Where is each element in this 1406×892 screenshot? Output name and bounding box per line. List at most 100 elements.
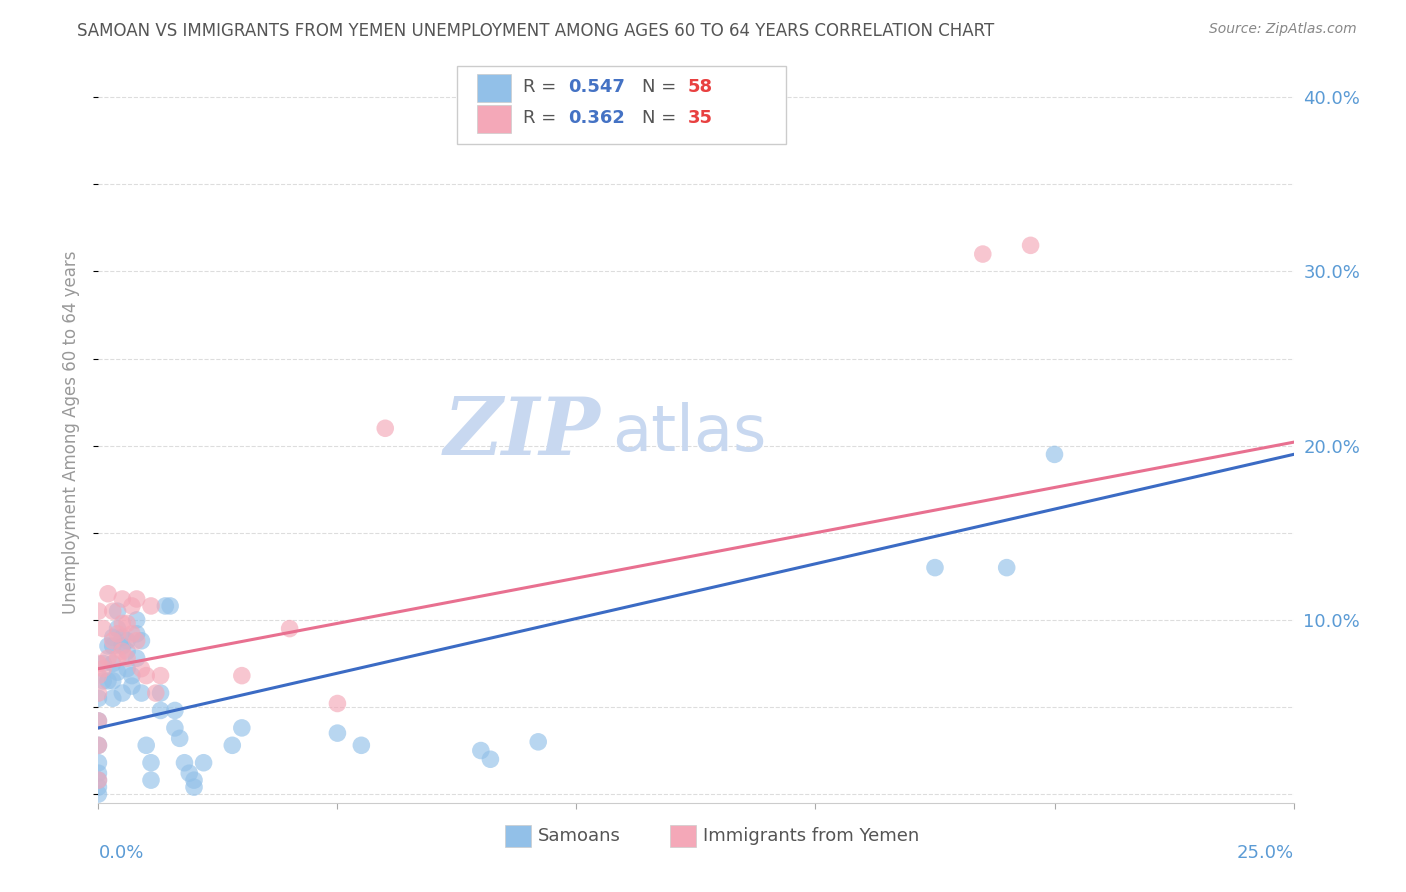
Point <box>149 703 172 717</box>
Point <box>91 662 114 676</box>
Point <box>125 592 148 607</box>
Point <box>972 247 994 261</box>
Text: 0.0%: 0.0% <box>98 844 143 862</box>
Text: 25.0%: 25.0% <box>1236 844 1294 862</box>
Point <box>107 604 129 618</box>
Point <box>87 739 110 753</box>
Point <box>111 592 134 607</box>
Text: 35: 35 <box>688 109 713 127</box>
Point <box>479 752 502 766</box>
Point <box>278 622 301 636</box>
Text: N =: N = <box>643 109 682 127</box>
Point <box>125 627 148 641</box>
Text: Source: ZipAtlas.com: Source: ZipAtlas.com <box>1209 22 1357 37</box>
Point <box>107 651 129 665</box>
Point <box>183 773 205 788</box>
Point <box>101 691 124 706</box>
Point <box>169 731 191 746</box>
Point <box>87 766 110 780</box>
Point <box>111 686 134 700</box>
Text: R =: R = <box>523 109 561 127</box>
Point <box>101 604 124 618</box>
Point <box>149 686 172 700</box>
Point <box>131 662 153 676</box>
Point <box>374 421 396 435</box>
Point <box>125 651 148 665</box>
Point <box>87 668 110 682</box>
Point <box>1043 447 1066 461</box>
Point <box>87 773 110 788</box>
Text: atlas: atlas <box>613 401 766 464</box>
FancyBboxPatch shape <box>669 825 696 847</box>
Point <box>107 622 129 636</box>
Point <box>149 668 172 682</box>
Point <box>173 756 195 770</box>
Point <box>193 756 215 770</box>
Point <box>121 679 143 693</box>
Point <box>87 780 110 794</box>
Point <box>139 756 162 770</box>
Point <box>527 735 550 749</box>
Point <box>91 673 114 688</box>
Point <box>87 691 110 706</box>
Point <box>97 587 120 601</box>
Point <box>135 739 157 753</box>
Point <box>115 662 138 676</box>
Point <box>179 766 201 780</box>
FancyBboxPatch shape <box>477 104 510 133</box>
Point <box>101 673 124 688</box>
Point <box>111 639 134 653</box>
FancyBboxPatch shape <box>505 825 531 847</box>
Point <box>87 657 110 671</box>
Point <box>107 665 129 680</box>
Point <box>1019 238 1042 252</box>
Text: 0.547: 0.547 <box>568 78 626 95</box>
Point <box>163 721 186 735</box>
Point <box>139 599 162 613</box>
Point <box>159 599 181 613</box>
Point <box>87 787 110 801</box>
Point <box>121 627 143 641</box>
Point <box>101 633 124 648</box>
Point <box>97 651 120 665</box>
Point <box>183 780 205 794</box>
Text: SAMOAN VS IMMIGRANTS FROM YEMEN UNEMPLOYMENT AMONG AGES 60 TO 64 YEARS CORRELATI: SAMOAN VS IMMIGRANTS FROM YEMEN UNEMPLOY… <box>77 22 994 40</box>
Point <box>97 639 120 653</box>
Point <box>121 668 143 682</box>
Point <box>121 599 143 613</box>
Point <box>470 743 492 757</box>
Point <box>145 686 167 700</box>
Text: Samoans: Samoans <box>538 827 621 845</box>
Point <box>131 686 153 700</box>
Point <box>111 616 134 631</box>
FancyBboxPatch shape <box>457 66 786 144</box>
Point <box>326 697 349 711</box>
Point <box>135 668 157 682</box>
Point <box>87 604 110 618</box>
Point <box>115 633 138 648</box>
Point <box>924 560 946 574</box>
Point <box>125 633 148 648</box>
Point <box>115 651 138 665</box>
Point <box>139 773 162 788</box>
Text: N =: N = <box>643 78 682 95</box>
Point <box>87 714 110 728</box>
Point <box>91 657 114 671</box>
Point <box>221 739 243 753</box>
Y-axis label: Unemployment Among Ages 60 to 64 years: Unemployment Among Ages 60 to 64 years <box>62 251 80 615</box>
Point <box>326 726 349 740</box>
Point <box>101 639 124 653</box>
Point <box>163 703 186 717</box>
Point <box>87 686 110 700</box>
Point <box>115 644 138 658</box>
Text: 0.362: 0.362 <box>568 109 626 127</box>
Point <box>111 630 134 644</box>
Point <box>91 622 114 636</box>
Text: 58: 58 <box>688 78 713 95</box>
Point <box>107 627 129 641</box>
Point <box>101 630 124 644</box>
Point <box>87 739 110 753</box>
Point <box>87 773 110 788</box>
Point <box>111 644 134 658</box>
FancyBboxPatch shape <box>477 73 510 102</box>
